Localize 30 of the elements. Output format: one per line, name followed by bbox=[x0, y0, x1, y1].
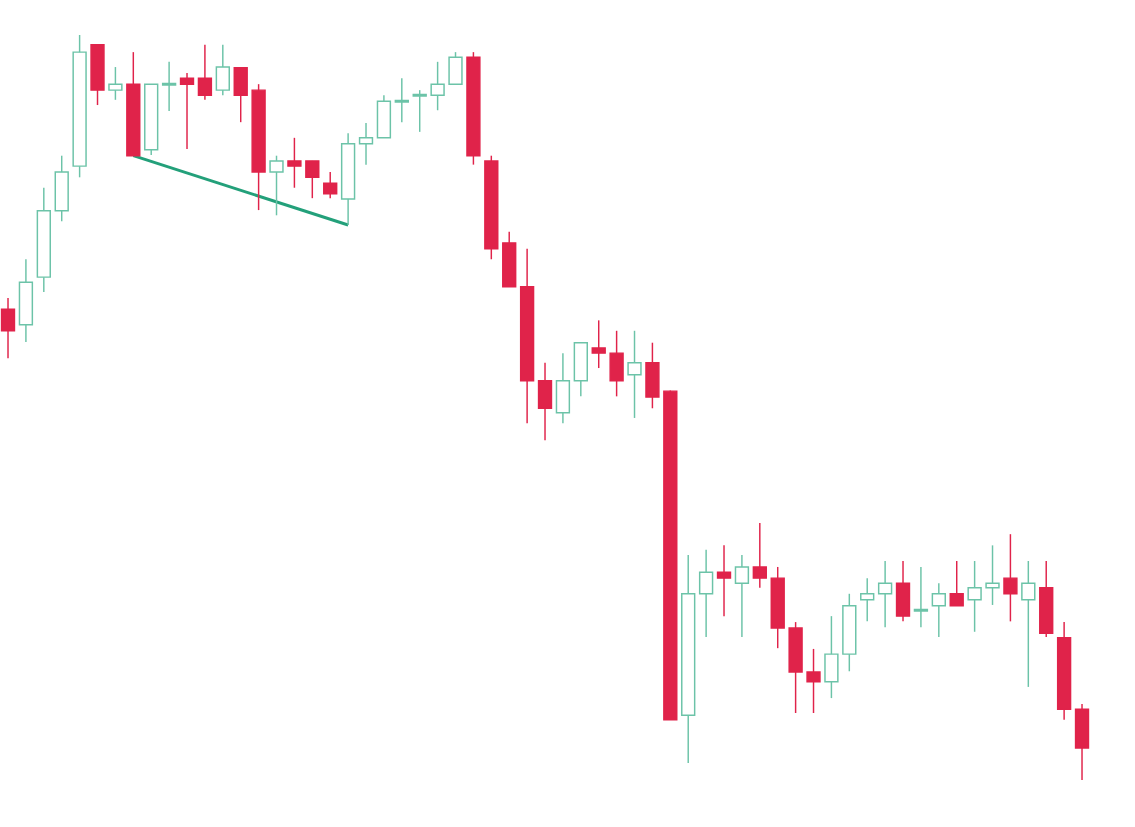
candlestick bbox=[734, 554, 750, 638]
candlestick bbox=[108, 66, 123, 101]
candlestick bbox=[627, 330, 642, 419]
candlestick bbox=[698, 549, 714, 638]
candlestick bbox=[716, 544, 732, 617]
candlestick bbox=[877, 560, 893, 629]
candlestick bbox=[931, 582, 946, 638]
candlestick bbox=[0, 297, 16, 360]
candlestick bbox=[430, 61, 445, 111]
candlestick bbox=[860, 577, 875, 623]
candlestick bbox=[985, 544, 1000, 606]
candlestick bbox=[269, 154, 284, 217]
candlestick bbox=[305, 160, 320, 199]
candlestick bbox=[161, 61, 177, 112]
candlestick bbox=[179, 72, 195, 150]
candlestick bbox=[412, 89, 427, 133]
candlestick bbox=[913, 566, 929, 629]
candlestick bbox=[358, 122, 374, 166]
candlestick bbox=[949, 560, 964, 607]
candlestick bbox=[967, 560, 982, 633]
candlestick bbox=[591, 319, 606, 369]
candlestick bbox=[215, 43, 230, 97]
candlestick bbox=[323, 171, 338, 199]
candlestick bbox=[287, 137, 302, 189]
candlestick bbox=[806, 648, 821, 714]
candlestick bbox=[394, 77, 409, 123]
candlestick bbox=[752, 522, 767, 589]
candlestick bbox=[1003, 533, 1018, 623]
candlestick bbox=[1021, 560, 1036, 688]
candlestick bbox=[197, 43, 213, 101]
